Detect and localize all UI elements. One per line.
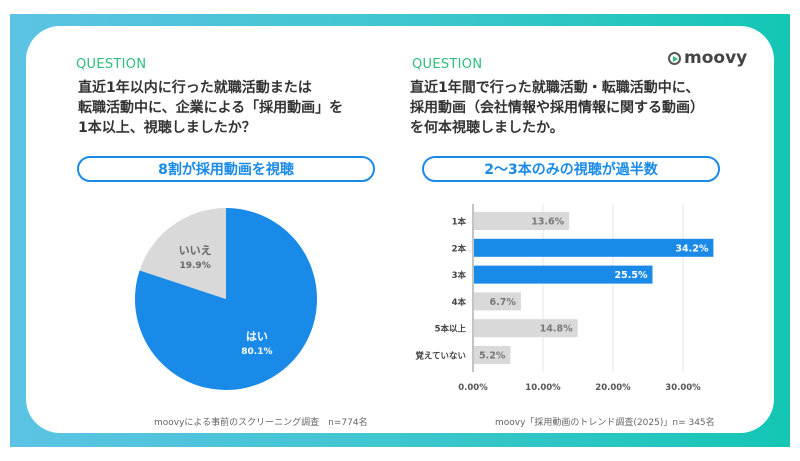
card <box>26 26 774 433</box>
category-label: 覚えていない <box>414 351 466 362</box>
category-label: 1本 <box>452 217 467 228</box>
moovy-logo: moovy <box>668 48 747 68</box>
pie-slice-1 <box>139 208 226 299</box>
category-label: 3本 <box>452 270 467 281</box>
right-question-text: 直近1年間で行った就職活動・転職活動中に、 採用動画（会社情報や採用情報に関する… <box>410 80 704 136</box>
x-tick-label: 30.00% <box>665 383 701 393</box>
left-question-label: QUESTION <box>76 57 147 72</box>
bar <box>474 319 578 338</box>
category-label: 5本以上 <box>435 324 467 335</box>
bar-data-label: 25.5% <box>615 270 648 281</box>
play-icon <box>668 51 681 65</box>
x-tick-label: 0.00% <box>458 383 488 393</box>
category-label: 2本 <box>452 243 467 254</box>
bar-data-label: 6.7% <box>490 297 517 308</box>
category-label: 4本 <box>452 297 467 308</box>
bar-data-label: 13.6% <box>531 217 564 228</box>
bar <box>474 292 521 311</box>
logo-text: moovy <box>684 48 748 68</box>
bar-data-label: 5.2% <box>479 351 506 362</box>
right-source: moovy「採用動画のトレンド調査(2025)」n= 345名 <box>495 418 715 428</box>
pie-slice-label: 80.1% <box>241 347 272 357</box>
bar <box>474 212 570 230</box>
x-tick-label: 10.00% <box>525 383 561 393</box>
right-headline: 2〜3本のみの視聴が過半数 <box>422 156 720 182</box>
left-question-text: 直近1年以内に行った就職活動または 転職活動中に、企業による「採用動画」を 1本… <box>78 80 344 136</box>
left-headline: 8割が採用動画を視聴 <box>77 156 375 182</box>
pie-slice-label: 19.9% <box>179 261 210 271</box>
pie-slice-name: はい <box>246 330 268 343</box>
bar <box>474 346 511 364</box>
pie-slice-name: いいえ <box>179 244 212 257</box>
bar-data-label: 34.2% <box>675 243 708 254</box>
bar <box>474 265 653 284</box>
left-source: moovyによる事前のスクリーニング調査 n=774名 <box>154 418 368 428</box>
right-question-label: QUESTION <box>412 57 483 72</box>
bar-data-label: 14.8% <box>540 324 573 335</box>
x-tick-label: 20.00% <box>595 383 631 393</box>
bar <box>474 238 714 257</box>
